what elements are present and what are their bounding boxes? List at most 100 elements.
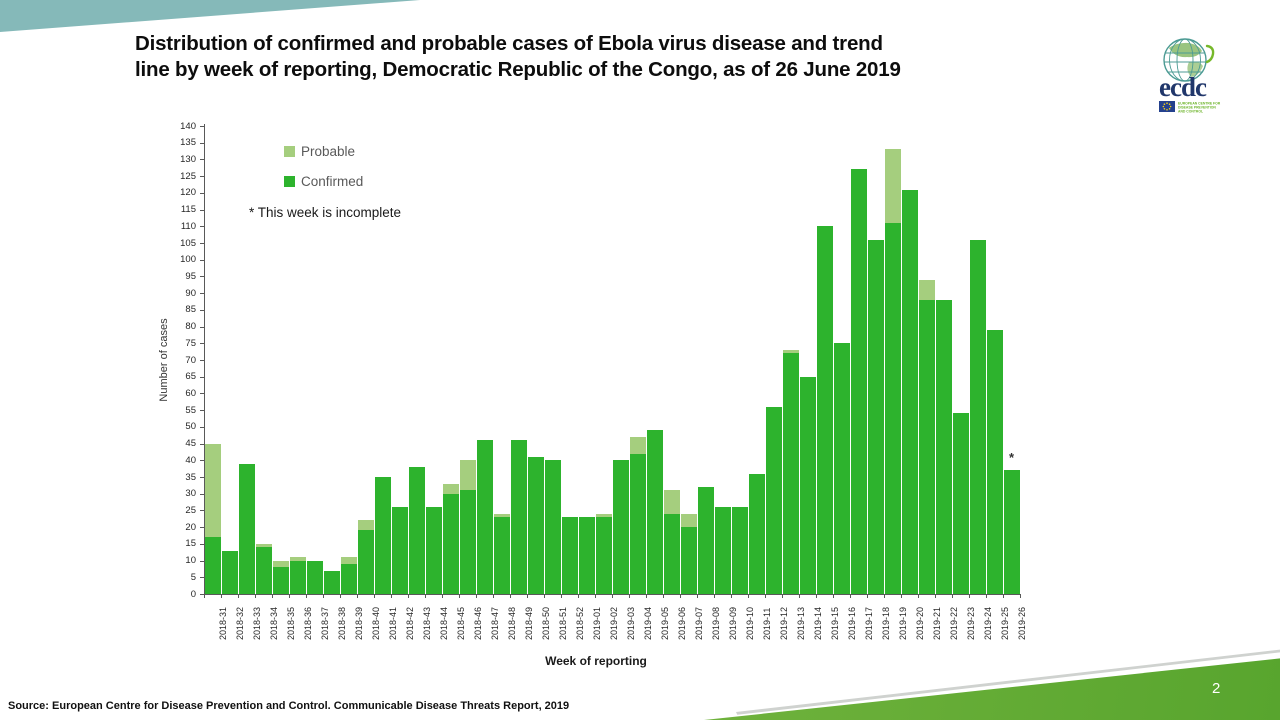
x-tick-mark [340, 595, 341, 598]
x-tick-mark [867, 595, 868, 598]
x-tick-label: 2019-21 [931, 606, 942, 640]
bar-confirmed [952, 413, 969, 594]
x-tick-label: 2019-01 [591, 606, 602, 640]
y-tick-mark [200, 360, 204, 361]
x-tick-label: 2018-51 [557, 606, 568, 640]
bar-probable [459, 460, 476, 491]
bar-confirmed [969, 239, 986, 594]
bar-confirmed [578, 517, 595, 594]
bar-confirmed [493, 517, 510, 594]
y-tick-label: 115 [180, 204, 196, 216]
y-tick-mark [200, 309, 204, 311]
bar-confirmed [918, 299, 935, 594]
y-tick-label: 10 [185, 555, 196, 567]
x-tick-mark [510, 595, 511, 598]
y-tick-label: 50 [185, 421, 196, 433]
bar-probable [629, 436, 646, 454]
x-tick-label: 2019-07 [693, 606, 704, 640]
bar-confirmed [544, 460, 561, 594]
x-tick-mark [799, 595, 800, 598]
ecdc-logo: ecdc EUROPEAN CENTRE FOR DISEASE PREVENT… [1147, 36, 1239, 124]
x-tick-label: 2019-02 [608, 606, 619, 640]
x-tick-mark [442, 595, 443, 598]
bar-confirmed [799, 376, 816, 594]
x-tick-label: 2018-48 [506, 606, 517, 640]
bar-confirmed [510, 440, 527, 594]
y-tick-label: 130 [180, 153, 196, 165]
bar-confirmed [782, 353, 799, 594]
x-tick-mark [272, 595, 273, 598]
x-tick-mark [527, 595, 528, 598]
bar-probable [663, 490, 680, 514]
x-tick-label: 2019-23 [965, 606, 976, 640]
x-tick-label: 2019-20 [914, 606, 925, 640]
y-tick-mark [200, 443, 204, 445]
x-tick-mark [493, 595, 494, 598]
x-tick-label: 2019-15 [829, 606, 840, 640]
bar-confirmed [816, 226, 833, 594]
bar-probable [595, 513, 612, 518]
x-tick-label: 2019-10 [744, 606, 755, 640]
bar-probable [289, 557, 306, 561]
y-axis-line [204, 124, 205, 595]
y-tick-mark [200, 560, 204, 562]
y-tick-label: 125 [180, 170, 196, 182]
bar-confirmed [527, 456, 544, 594]
x-tick-label: 2018-49 [523, 606, 534, 640]
x-tick-mark [850, 595, 851, 598]
ecdc-wordmark-text: ecdc [1159, 72, 1207, 102]
bar-probable [680, 513, 697, 528]
bar-confirmed [731, 507, 748, 594]
bar-confirmed [391, 507, 408, 594]
x-tick-label: 2018-32 [234, 606, 245, 640]
x-tick-mark [544, 595, 545, 598]
x-tick-mark [952, 595, 953, 598]
ecdc-org-line2: DISEASE PREVENTION [1178, 105, 1216, 109]
x-tick-label: 2019-14 [812, 606, 823, 640]
y-tick-label: 70 [185, 354, 196, 366]
bar-confirmed [238, 463, 255, 594]
x-tick-label: 2018-50 [540, 606, 551, 640]
bar-confirmed [289, 560, 306, 594]
y-tick-mark [200, 192, 204, 194]
probable-swatch [284, 146, 295, 157]
x-tick-label: 2018-37 [319, 606, 330, 640]
x-axis-title: Week of reporting [545, 654, 647, 668]
x-tick-label: 2018-40 [370, 606, 381, 640]
y-tick-label: 140 [180, 120, 196, 132]
x-tick-mark [1003, 595, 1004, 598]
y-tick-mark [200, 276, 204, 278]
x-tick-label: 2019-16 [846, 606, 857, 640]
y-tick-mark [200, 393, 204, 395]
y-tick-mark [200, 343, 204, 345]
bar-confirmed [204, 537, 221, 594]
y-tick-label: 135 [180, 137, 196, 149]
y-tick-label: 25 [185, 504, 196, 516]
source-text: Source: European Centre for Disease Prev… [8, 700, 570, 712]
x-tick-label: 2019-05 [659, 606, 670, 640]
confirmed-swatch [284, 176, 295, 187]
x-tick-label: 2019-08 [710, 606, 721, 640]
bar-confirmed [748, 473, 765, 594]
legend-item-confirmed: Confirmed [284, 174, 363, 189]
y-tick-label: 85 [185, 304, 196, 316]
y-tick-mark [200, 594, 204, 595]
legend-label-probable: Probable [301, 144, 356, 159]
y-tick-label: 45 [185, 438, 196, 450]
x-tick-mark [969, 595, 970, 598]
x-tick-label: 2019-04 [642, 606, 653, 640]
x-tick-mark [408, 595, 409, 598]
x-tick-mark [476, 595, 477, 598]
bar-confirmed [306, 560, 323, 594]
x-tick-label: 2019-09 [727, 606, 738, 640]
x-tick-mark [884, 595, 885, 598]
x-tick-mark [918, 595, 919, 598]
x-tick-mark [697, 595, 698, 598]
x-tick-label: 2018-44 [438, 606, 449, 640]
x-tick-mark [816, 595, 817, 598]
bar-confirmed [850, 169, 867, 594]
y-tick-mark [200, 376, 204, 378]
bar-confirmed [646, 430, 663, 594]
y-tick-label: 80 [185, 321, 196, 333]
x-tick-mark [425, 595, 426, 598]
